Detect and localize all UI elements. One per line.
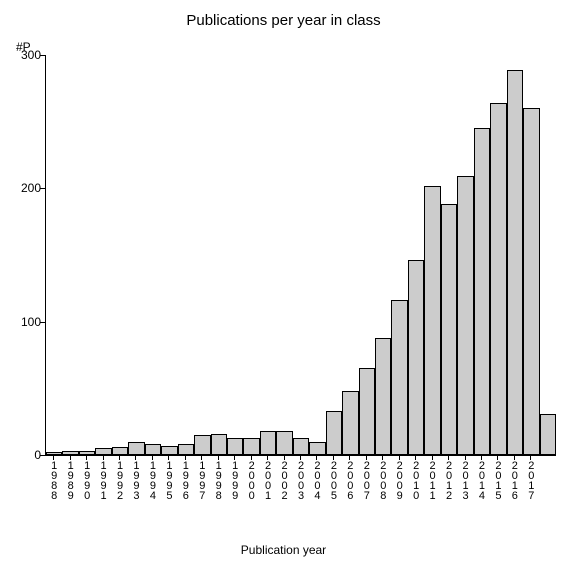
x-tick-label: 1993 — [129, 460, 141, 500]
x-tick-label: 2012 — [442, 460, 454, 500]
x-tick-label: 2006 — [343, 460, 355, 500]
x-tick-label: 1994 — [146, 460, 158, 500]
plot-area — [45, 55, 556, 456]
bar — [391, 300, 407, 455]
x-tick-label: 1988 — [47, 460, 59, 500]
x-tick-label: 2011 — [426, 460, 438, 500]
y-tick-label: 200 — [21, 181, 41, 195]
x-tick-label: 1995 — [162, 460, 174, 500]
bar — [227, 438, 243, 455]
x-tick-label: 2014 — [475, 460, 487, 500]
bar — [457, 176, 473, 455]
bar — [293, 438, 309, 455]
bar — [112, 447, 128, 455]
bar — [194, 435, 210, 455]
y-tick-label: 300 — [21, 48, 41, 62]
y-tick-label: 0 — [34, 448, 41, 462]
bar — [474, 128, 490, 455]
x-tick-label: 2007 — [360, 460, 372, 500]
bar — [309, 442, 325, 455]
bar — [375, 338, 391, 455]
bar — [276, 431, 292, 455]
chart-title: Publications per year in class — [0, 12, 567, 29]
bar — [178, 444, 194, 455]
bar — [211, 434, 227, 455]
x-tick-label: 2003 — [294, 460, 306, 500]
bar — [260, 431, 276, 455]
bar — [507, 70, 523, 455]
x-tick-label: 2004 — [310, 460, 322, 500]
bar — [540, 414, 556, 455]
x-tick-label: 1999 — [228, 460, 240, 500]
x-tick-label: 2017 — [524, 460, 536, 500]
x-tick-label: 1996 — [179, 460, 191, 500]
x-tick-label: 1990 — [80, 460, 92, 500]
bar — [342, 391, 358, 455]
bar — [145, 444, 161, 455]
chart-container: Publications per year in class #P Public… — [0, 0, 567, 567]
x-tick-label: 2009 — [393, 460, 405, 500]
bar — [128, 442, 144, 455]
x-tick-label: 2015 — [491, 460, 503, 500]
bar — [523, 108, 539, 455]
y-tick-label: 100 — [21, 315, 41, 329]
x-tick-label: 2016 — [508, 460, 520, 500]
x-tick-label: 1998 — [212, 460, 224, 500]
x-tick-label: 1992 — [113, 460, 125, 500]
x-tick-label: 2008 — [376, 460, 388, 500]
bar — [243, 438, 259, 455]
x-tick-label: 2013 — [459, 460, 471, 500]
x-tick-label: 1989 — [64, 460, 76, 500]
bar — [161, 446, 177, 455]
bar — [424, 186, 440, 455]
bar — [408, 260, 424, 455]
x-tick-label: 2005 — [327, 460, 339, 500]
x-tick-label: 2001 — [261, 460, 273, 500]
x-axis-label: Publication year — [0, 543, 567, 557]
bar — [359, 368, 375, 455]
bar — [490, 103, 506, 455]
x-tick-label: 2000 — [245, 460, 257, 500]
x-tick-label: 2010 — [409, 460, 421, 500]
bar — [95, 448, 111, 455]
bar — [326, 411, 342, 455]
x-tick-label: 2002 — [278, 460, 290, 500]
x-tick-label: 1991 — [97, 460, 109, 500]
bar — [441, 204, 457, 455]
bar — [46, 452, 62, 455]
x-tick-label: 1997 — [195, 460, 207, 500]
